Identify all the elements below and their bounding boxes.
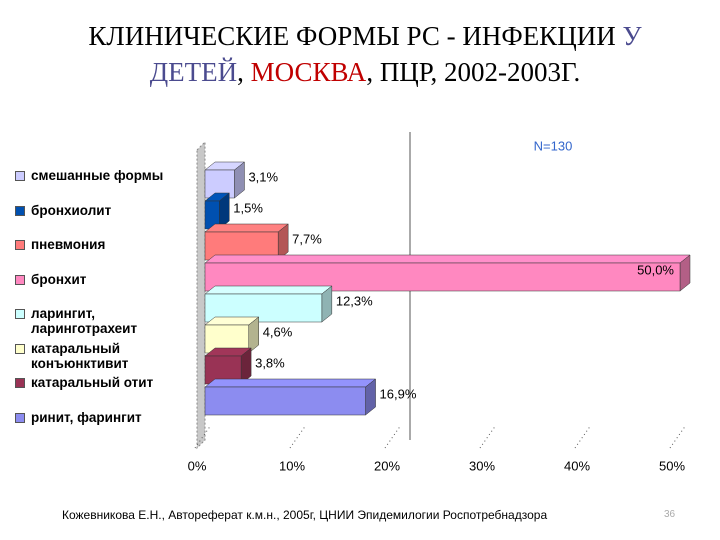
title-part: , <box>237 57 251 87</box>
legend-swatch <box>15 171 25 181</box>
title-part: У ДЕТЕЙ <box>149 21 642 87</box>
legend-swatch <box>15 274 25 285</box>
legend-swatch <box>15 378 25 388</box>
legend-label: катаральный конъюнктивит <box>31 340 129 371</box>
side-wall <box>196 140 206 450</box>
x-tick-label: 50% <box>659 458 685 473</box>
legend-swatch <box>15 309 25 319</box>
legend-label: катаральный отит <box>31 375 154 390</box>
legend-label: смешанные формы <box>31 168 164 183</box>
x-tick-label: 30% <box>469 458 495 473</box>
title-part: КЛИНИЧЕСКИЕ ФОРМЫ РС - ИНФЕКЦИИ <box>88 21 623 51</box>
legend-swatch <box>15 205 25 216</box>
value-label: 3,8% <box>255 355 285 370</box>
x-tick <box>384 424 402 449</box>
bar-top <box>204 254 691 264</box>
x-tick-label: 40% <box>564 458 590 473</box>
legend-label: ринит, фарингит <box>31 409 142 425</box>
bar-top <box>204 285 333 295</box>
x-tick-label: 20% <box>374 458 400 473</box>
x-tick <box>194 424 212 449</box>
bar-top <box>204 378 377 388</box>
bar-top <box>204 223 289 233</box>
value-label: 4,6% <box>263 324 293 339</box>
value-label: 50,0% <box>637 262 674 277</box>
value-label: 16,9% <box>380 386 417 401</box>
value-label: 12,3% <box>336 293 373 308</box>
source: Кожевникова Е.Н., Автореферат к.м.н., 20… <box>62 508 548 522</box>
x-tick <box>574 424 592 449</box>
title-part: , ПЦР, 2002-2003Г. <box>366 57 581 87</box>
x-tick <box>669 424 687 449</box>
x-tick-label: 10% <box>279 458 305 473</box>
legend-label: пневмония <box>31 237 106 252</box>
value-label: 1,5% <box>233 200 263 215</box>
annotation: N=130 <box>534 138 573 153</box>
legend-label: бронхит <box>31 271 87 287</box>
legend-swatch <box>15 412 25 423</box>
value-label: 3,1% <box>248 169 278 184</box>
legend-label: ларингит, ларинготрахеит <box>31 306 138 336</box>
legend-label: бронхиолит <box>31 202 112 218</box>
legend-swatch <box>15 343 25 354</box>
x-tick <box>289 424 307 449</box>
page-number: 36 <box>664 509 676 520</box>
x-tick <box>479 424 497 449</box>
title-part: МОСКВА <box>250 57 367 87</box>
bar <box>204 386 366 416</box>
slide-title: КЛИНИЧЕСКИЕ ФОРМЫ РС - ИНФЕКЦИИ У ДЕТЕЙ,… <box>60 18 670 90</box>
value-label: 7,7% <box>292 231 322 246</box>
x-tick-label: 0% <box>188 458 207 473</box>
legend-swatch <box>15 240 25 250</box>
